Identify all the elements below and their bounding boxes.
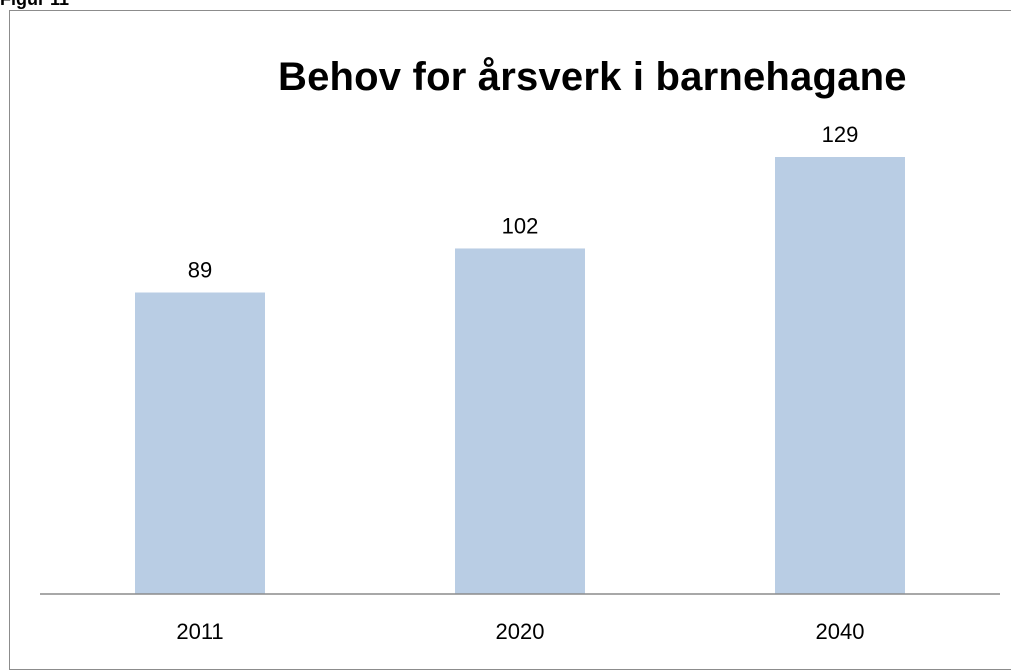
data-label-2011: 89 bbox=[188, 258, 212, 283]
bar-2020 bbox=[455, 248, 585, 594]
bars-group bbox=[135, 157, 905, 594]
x-tick-label-2040: 2040 bbox=[816, 619, 865, 644]
data-label-2040: 129 bbox=[822, 122, 859, 147]
x-tick-label-2011: 2011 bbox=[176, 619, 223, 644]
category-labels-group: 2011 2020 2040 bbox=[176, 619, 864, 644]
bar-2040 bbox=[775, 157, 905, 594]
bar-2011 bbox=[135, 292, 265, 594]
x-tick-label-2020: 2020 bbox=[496, 619, 545, 644]
chart-title: Behov for årsverk i barnehagane bbox=[278, 55, 907, 99]
figure-label: Figur 11 bbox=[0, 0, 69, 10]
data-labels-group: 89 102 129 bbox=[188, 122, 859, 283]
data-label-2020: 102 bbox=[502, 213, 539, 238]
